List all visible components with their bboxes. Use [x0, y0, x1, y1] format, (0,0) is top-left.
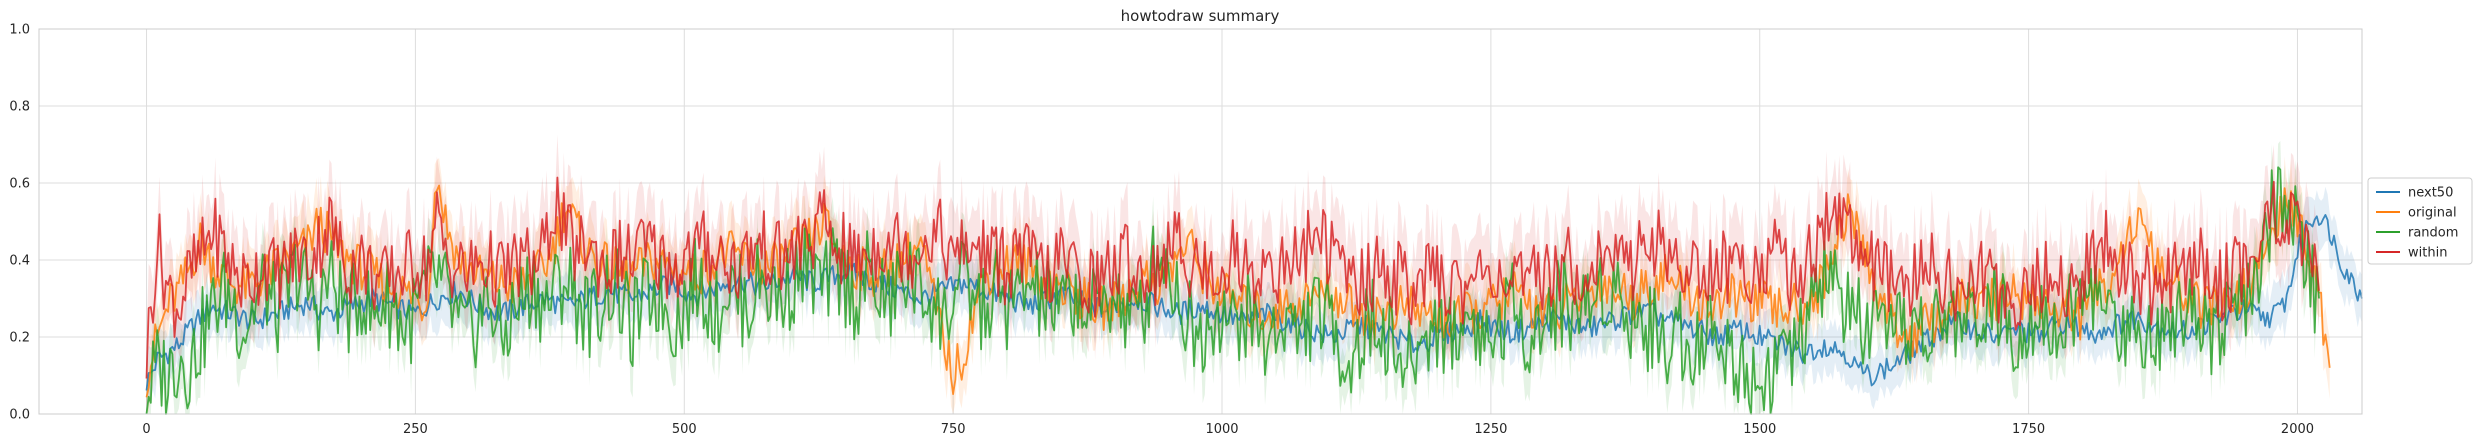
y-tick-label: 0.4 [9, 254, 30, 269]
y-tick-label: 0.6 [9, 177, 30, 192]
chart-title: howtodraw summary [1121, 7, 1280, 25]
plot-area-frame [38, 28, 2363, 415]
legend-label-random: random [2408, 226, 2458, 241]
y-tick-label: 0.0 [9, 408, 30, 423]
x-tick-label: 1000 [1205, 422, 1238, 437]
x-tick-label: 1250 [1474, 422, 1507, 437]
y-tick-label: 0.2 [9, 331, 30, 346]
series-line-random [145, 166, 2320, 415]
x-tick-label: 250 [403, 422, 428, 437]
legend-label-within: within [2408, 246, 2447, 261]
x-tick-label: 1750 [2012, 422, 2045, 437]
series-lines [145, 166, 2363, 415]
confidence-bands [146, 134, 2362, 414]
x-tick-label: 1500 [1743, 422, 1776, 437]
confidence-band-original [146, 156, 2330, 414]
series-line-within [145, 176, 2320, 379]
x-tick-label: 500 [672, 422, 697, 437]
legend-label-next50: next50 [2408, 186, 2453, 201]
y-tick-label: 0.8 [9, 100, 30, 115]
y-tick-label: 1.0 [9, 23, 30, 38]
legend-box [2367, 177, 2473, 265]
x-tick-label: 750 [941, 422, 966, 437]
axis-ticks: 0 250 500 750 1000 1250 1500 1750 2000 0.0 0.2 0.4 0… [9, 23, 2314, 438]
confidence-band-within [146, 134, 2319, 414]
x-tick-label: 0 [142, 422, 150, 437]
legend: next50 original random within [2367, 177, 2473, 265]
x-tick-label: 2000 [2281, 422, 2314, 437]
legend-label-original: original [2408, 206, 2457, 221]
